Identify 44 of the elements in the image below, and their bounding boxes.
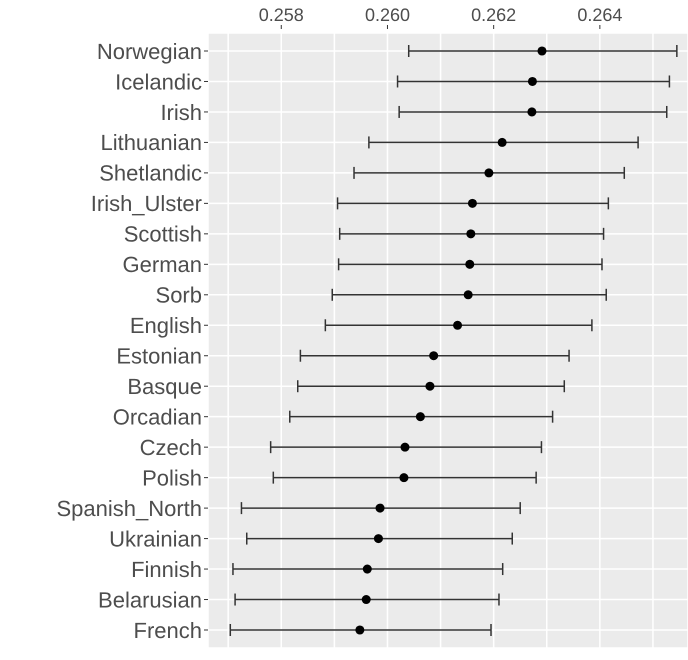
y-tick-label: Ukrainian	[109, 526, 202, 552]
x-tick-label: 0.260	[364, 5, 410, 25]
y-tick-label: Sorb	[156, 282, 202, 308]
x-tick-label: 0.262	[471, 5, 516, 25]
point	[355, 625, 364, 635]
point	[468, 198, 477, 208]
y-tick-label: Basque	[127, 374, 202, 400]
point	[374, 534, 383, 544]
point	[376, 504, 385, 513]
y-tick-label: English	[130, 313, 202, 338]
point	[416, 412, 425, 422]
point	[498, 138, 507, 147]
y-tick-label: Norwegian	[96, 38, 202, 64]
point	[399, 473, 408, 482]
point	[362, 564, 372, 574]
point	[453, 320, 462, 330]
point	[400, 442, 410, 452]
y-tick-label: French	[134, 618, 202, 643]
point	[464, 290, 473, 300]
y-tick-label: Orcadian	[112, 404, 202, 430]
y-tick-label: Spanish_North	[56, 496, 202, 521]
point	[484, 168, 494, 178]
y-tick-label: Lithuanian	[100, 130, 202, 156]
point	[527, 107, 536, 116]
point	[465, 260, 474, 269]
x-tick-label: 0.258	[258, 5, 304, 25]
y-tick-label: Irish_Ulster	[90, 191, 202, 216]
point	[362, 595, 371, 604]
y-tick-label: Shetlandic	[99, 160, 202, 186]
y-tick-label: Icelandic	[115, 69, 202, 94]
point	[425, 382, 434, 391]
x-tick-label: 0.264	[577, 5, 622, 25]
y-tick-label: Polish	[142, 465, 202, 490]
point	[528, 76, 537, 86]
y-tick-label: Scottish	[124, 222, 202, 247]
point	[466, 229, 476, 238]
y-tick-label: Finnish	[131, 556, 202, 582]
point	[537, 46, 546, 56]
y-tick-label: Estonian	[116, 344, 202, 369]
y-tick-label: Czech	[140, 434, 202, 460]
y-tick-label: Irish	[160, 100, 202, 125]
y-tick-label: German	[122, 252, 202, 278]
y-tick-label: Belarusian	[98, 587, 202, 612]
point	[429, 351, 438, 360]
